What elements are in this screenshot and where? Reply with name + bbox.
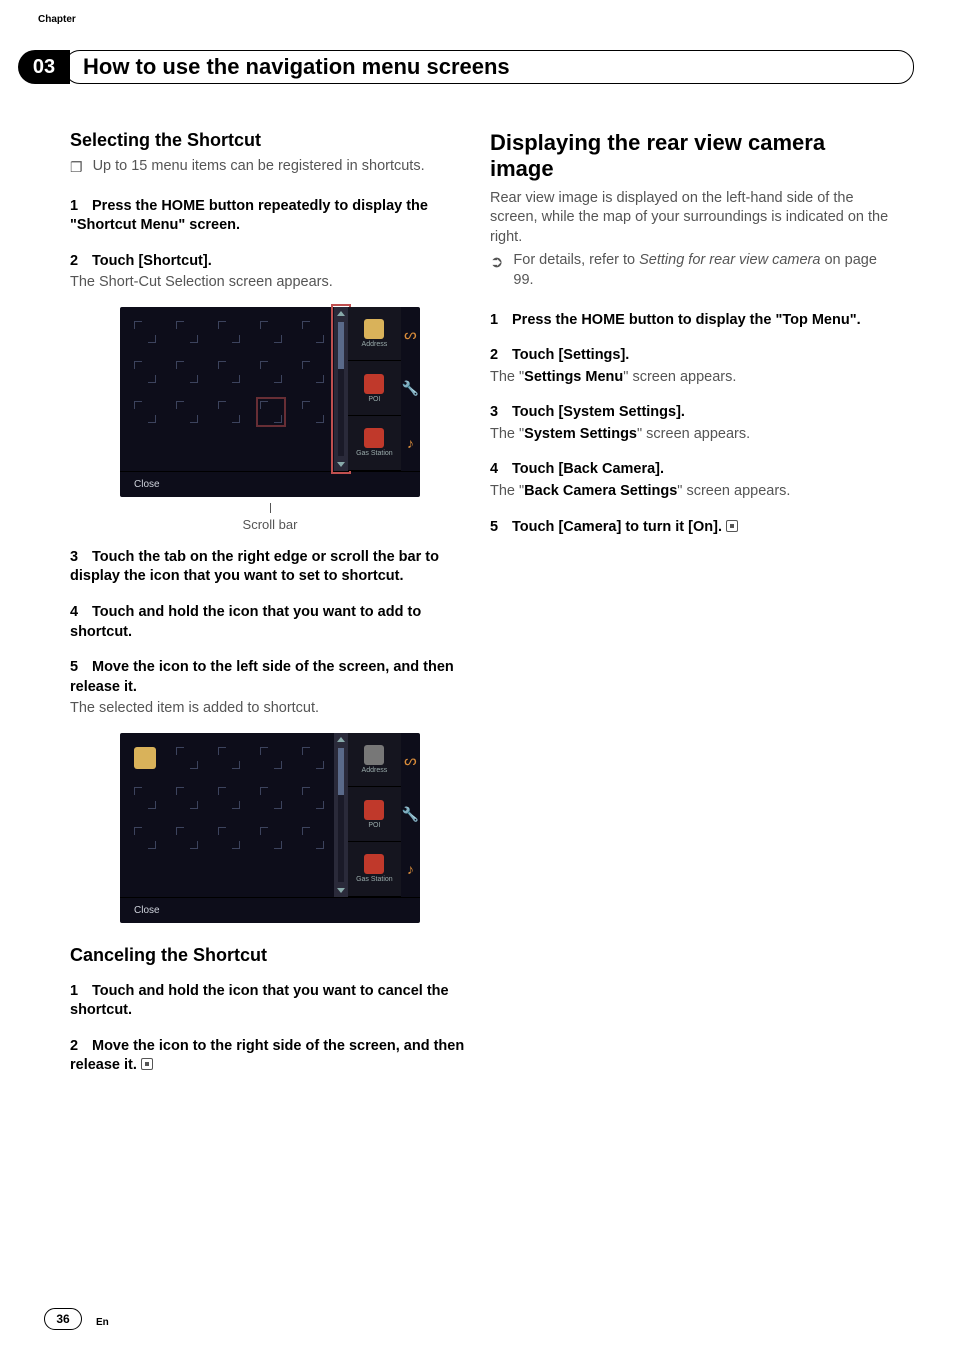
close-button-2[interactable]: Close xyxy=(134,905,160,916)
selecting-shortcut-heading: Selecting the Shortcut xyxy=(70,130,470,151)
language-label: En xyxy=(96,1317,109,1328)
side-tools-icon[interactable]: 🔧 xyxy=(401,361,420,416)
xref-prefix: For details, refer to xyxy=(513,252,639,268)
xref-italic: Setting for rear view camera xyxy=(639,252,820,268)
side-route-icon[interactable]: ᔕ xyxy=(401,307,420,362)
tab-address[interactable]: Address xyxy=(348,307,401,362)
shortcut-grid-2 xyxy=(120,733,334,897)
xref-text: For details, refer to Setting for rear v… xyxy=(513,251,890,290)
header-title-container: How to use the navigation menu screens xyxy=(64,50,914,84)
rear-step-3-text: Touch [System Settings]. xyxy=(512,404,685,420)
step-2: 2Touch [Shortcut]. xyxy=(70,252,470,272)
rear-step-5-text: Touch [Camera] to turn it [On]. xyxy=(512,519,722,535)
step-4-text: Touch and hold the icon that you want to… xyxy=(70,604,421,640)
caption-pointer-line xyxy=(270,503,271,513)
right-column: Displaying the rear view camera image Re… xyxy=(490,130,890,537)
rear-step-4-text: Touch [Back Camera]. xyxy=(512,461,664,477)
rear-step-2: 2Touch [Settings]. xyxy=(490,346,890,366)
note-bullet-icon: ❐ xyxy=(70,159,83,181)
step-3: 3Touch the tab on the right edge or scro… xyxy=(70,548,470,587)
rear-step-1-text: Press the HOME button to display the "To… xyxy=(512,312,861,328)
rear-step-3-result: The "System Settings" screen appears. xyxy=(490,425,890,445)
section-end-icon-2 xyxy=(726,520,738,532)
step-1-text: Press the HOME button repeatedly to disp… xyxy=(70,198,428,234)
step-4: 4Touch and hold the icon that you want t… xyxy=(70,603,470,642)
scroll-bar[interactable] xyxy=(334,307,348,471)
side-music-icon[interactable]: ♪ xyxy=(401,416,420,471)
side-music-icon-2[interactable]: ♪ xyxy=(401,842,420,897)
header-title: How to use the navigation menu screens xyxy=(83,54,510,80)
step-5-text: Move the icon to the left side of the sc… xyxy=(70,659,454,695)
step-2-result: The Short-Cut Selection screen appears. xyxy=(70,273,470,293)
rear-step-3: 3Touch [System Settings]. xyxy=(490,403,890,423)
side-tools-icon-2[interactable]: 🔧 xyxy=(401,787,420,842)
cancel-step-1: 1Touch and hold the icon that you want t… xyxy=(70,982,470,1021)
right-edge-tabs-2[interactable]: Address POI Gas Station xyxy=(348,733,401,897)
cancel-step-2: 2Move the icon to the right side of the … xyxy=(70,1037,470,1076)
xref-row: ➲ For details, refer to Setting for rear… xyxy=(490,251,890,294)
side-buttons-2: ᔕ 🔧 ♪ xyxy=(401,733,420,897)
page-number: 36 xyxy=(44,1308,82,1330)
highlighted-slot[interactable] xyxy=(260,401,282,423)
shortcut-grid xyxy=(120,307,334,471)
step-2-text: Touch [Shortcut]. xyxy=(92,253,212,269)
tab-poi[interactable]: POI xyxy=(348,361,401,416)
tab-poi-2[interactable]: POI xyxy=(348,787,401,842)
note-row: ❐ Up to 15 menu items can be registered … xyxy=(70,157,470,181)
rear-view-heading: Displaying the rear view camera image xyxy=(490,130,890,183)
tab-address-2[interactable]: Address xyxy=(348,733,401,788)
screenshot-shortcut-selection: Address POI Gas Station ᔕ 🔧 ♪ Close xyxy=(120,307,420,497)
rear-step-4-result: The "Back Camera Settings" screen appear… xyxy=(490,482,890,502)
close-button[interactable]: Close xyxy=(134,479,160,490)
rear-step-2-text: Touch [Settings]. xyxy=(512,347,629,363)
canceling-shortcut-heading: Canceling the Shortcut xyxy=(70,945,470,966)
section-end-icon xyxy=(141,1058,153,1070)
side-route-icon-2[interactable]: ᔕ xyxy=(401,733,420,788)
filled-slot[interactable] xyxy=(134,747,156,769)
scroll-bar-2[interactable] xyxy=(334,733,348,897)
rear-view-intro: Rear view image is displayed on the left… xyxy=(490,189,890,248)
tab-gas-station[interactable]: Gas Station xyxy=(348,416,401,471)
cancel-step-1-text: Touch and hold the icon that you want to… xyxy=(70,983,449,1019)
step-5-result: The selected item is added to shortcut. xyxy=(70,699,470,719)
cancel-step-2-text: Move the icon to the right side of the s… xyxy=(70,1038,464,1074)
note-text: Up to 15 menu items can be registered in… xyxy=(93,157,425,177)
rear-step-2-result: The "Settings Menu" screen appears. xyxy=(490,368,890,388)
xref-arrow-icon: ➲ xyxy=(490,252,503,295)
rear-step-5: 5Touch [Camera] to turn it [On]. xyxy=(490,518,890,538)
step-5: 5Move the icon to the left side of the s… xyxy=(70,658,470,697)
right-edge-tabs[interactable]: Address POI Gas Station xyxy=(348,307,401,471)
left-column: Selecting the Shortcut ❐ Up to 15 menu i… xyxy=(70,130,470,1076)
screenshot-caption: Scroll bar xyxy=(70,517,470,532)
screenshot-shortcut-added: Address POI Gas Station ᔕ 🔧 ♪ Close xyxy=(120,733,420,923)
step-1: 1Press the HOME button repeatedly to dis… xyxy=(70,197,470,236)
rear-step-1: 1Press the HOME button to display the "T… xyxy=(490,311,890,331)
step-3-text: Touch the tab on the right edge or scrol… xyxy=(70,549,439,585)
rear-step-4: 4Touch [Back Camera]. xyxy=(490,460,890,480)
chapter-label: Chapter xyxy=(38,14,76,25)
chapter-number-badge: 03 xyxy=(18,50,70,84)
tab-gas-station-2[interactable]: Gas Station xyxy=(348,842,401,897)
side-buttons: ᔕ 🔧 ♪ xyxy=(401,307,420,471)
